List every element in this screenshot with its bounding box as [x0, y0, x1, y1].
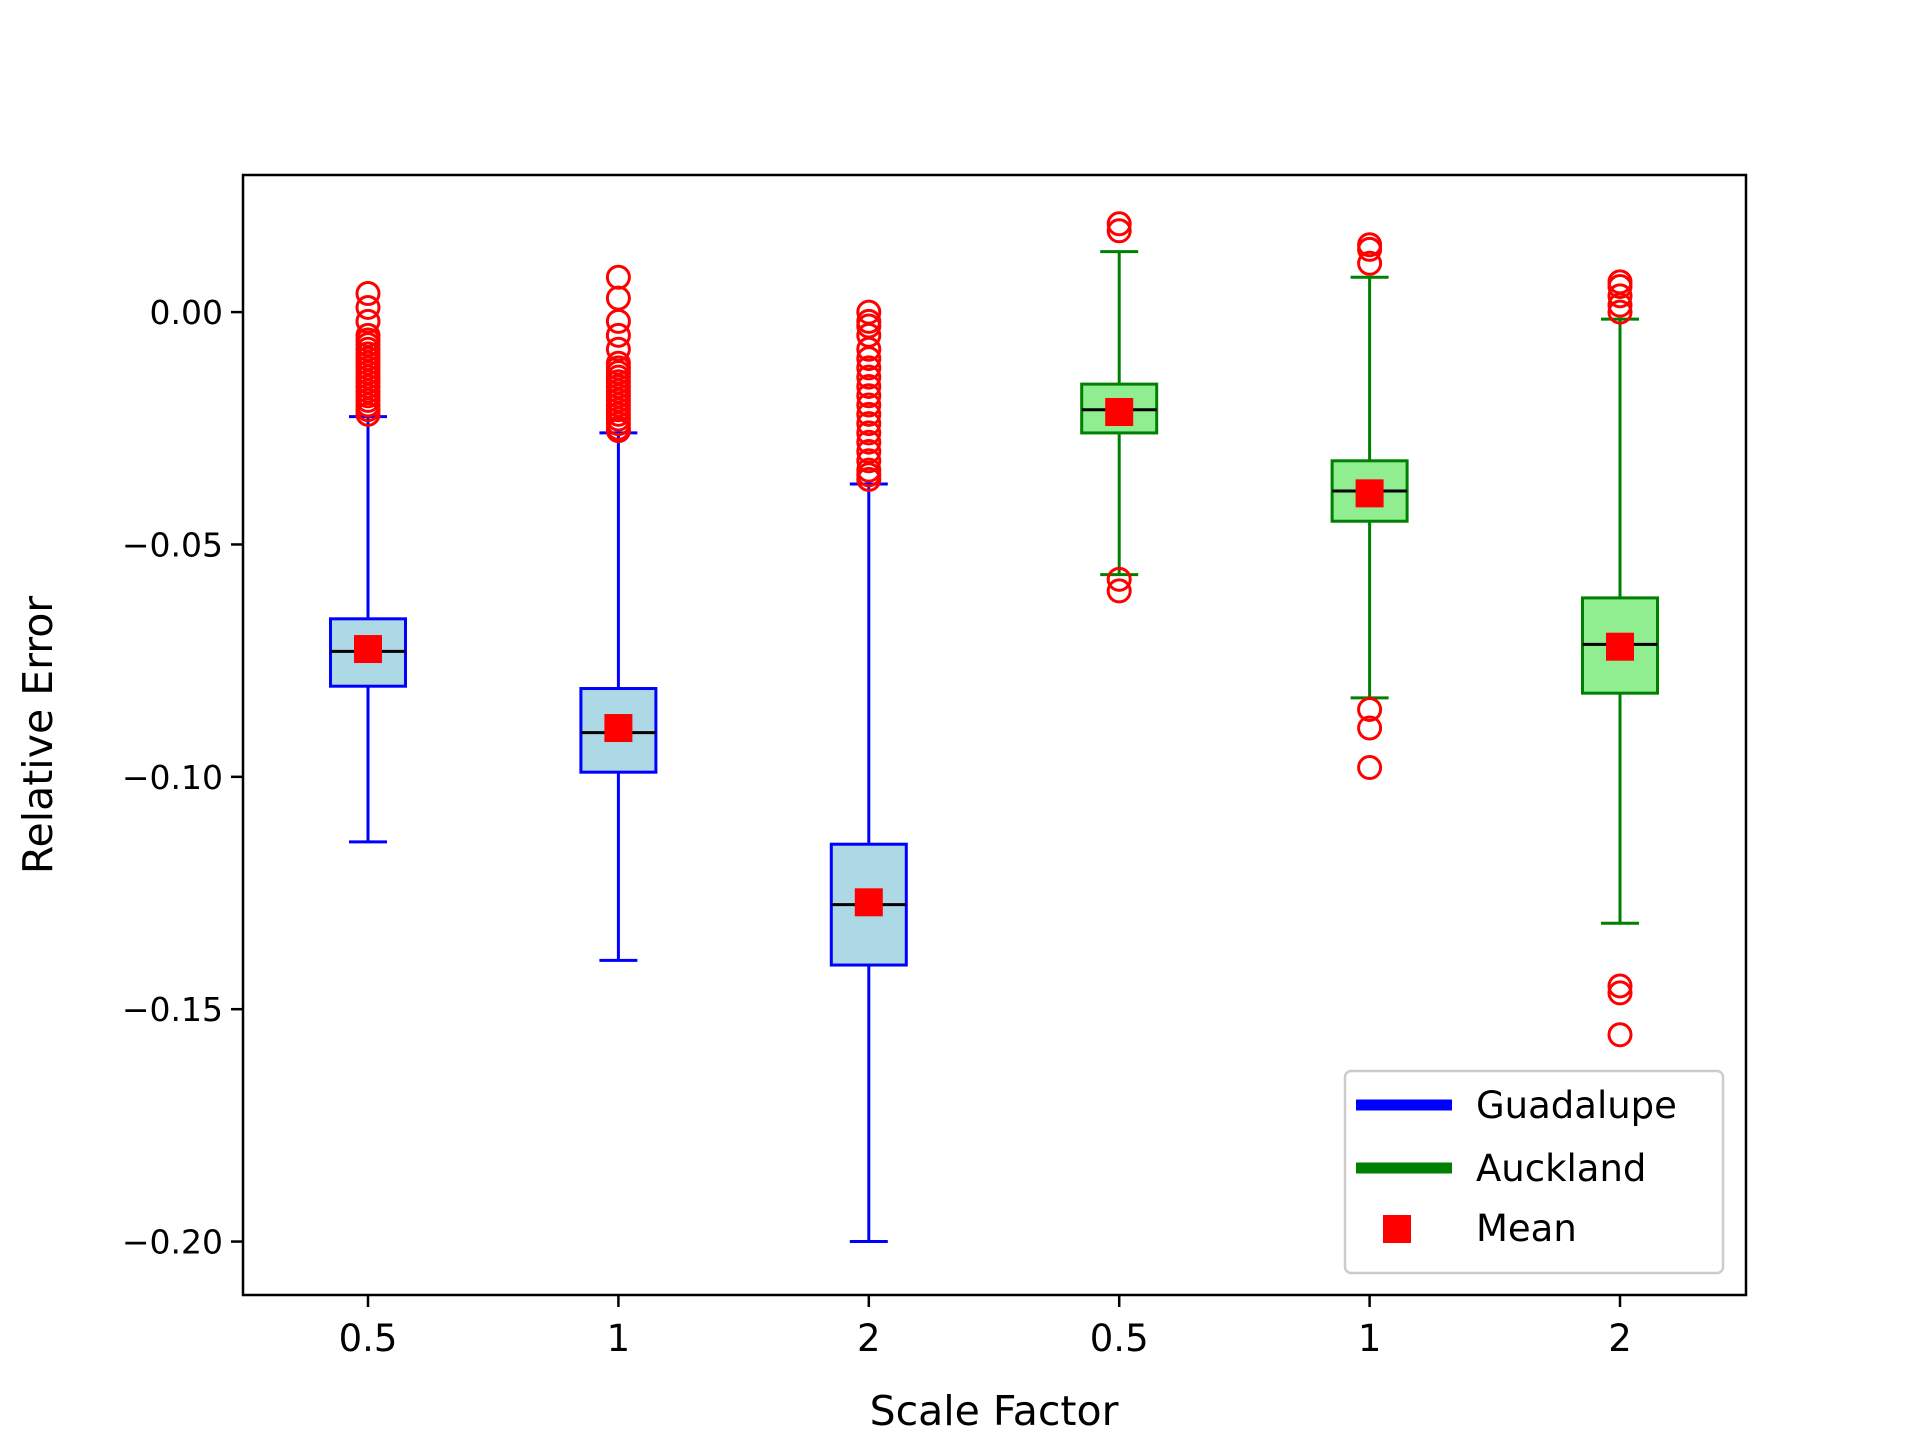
- auckland-box-0.5: [1080, 211, 1159, 604]
- outlier-point: [1357, 715, 1383, 741]
- outlier-point: [856, 411, 882, 437]
- outlier-point: [1106, 211, 1132, 237]
- outlier-point: [1607, 973, 1633, 999]
- outlier-point: [355, 294, 381, 320]
- auckland-box-2: [1581, 269, 1659, 1048]
- mean-marker: [854, 888, 883, 917]
- outlier-point: [355, 401, 381, 427]
- mean-marker: [1606, 632, 1634, 661]
- outlier-point: [856, 466, 882, 492]
- outlier-point: [355, 281, 381, 307]
- outlier-point: [856, 364, 882, 390]
- outlier-point: [1357, 696, 1383, 722]
- y-tick-label: 0.00: [150, 293, 223, 332]
- y-tick-label: −0.20: [122, 1223, 223, 1262]
- outlier-point: [1106, 218, 1132, 244]
- outlier-point: [605, 418, 631, 444]
- legend: Guadalupe Auckland Mean: [1343, 1069, 1725, 1275]
- outlier-point: [856, 420, 882, 446]
- legend-mean-label: Mean: [1476, 1207, 1577, 1250]
- plot-frame: [241, 173, 1748, 1297]
- y-tick-label: −0.05: [122, 525, 223, 564]
- outlier-point: [1607, 274, 1633, 300]
- outlier-point: [1357, 755, 1383, 781]
- legend-frame: [1343, 1069, 1725, 1275]
- auckland-box-1: [1330, 232, 1409, 781]
- outlier-point: [1106, 566, 1132, 592]
- outlier-point: [856, 373, 882, 399]
- x-tick-label: 0.5: [339, 1317, 398, 1360]
- outlier-point: [1357, 250, 1383, 276]
- outlier-point: [1357, 236, 1383, 262]
- axes-layer: 0.5 1 2 0.5 1 2 0.00 −0.05 −0.10 −0.15 −0.20: [122, 293, 1632, 1360]
- legend-guadalupe-label: Guadalupe: [1476, 1084, 1677, 1127]
- x-tick-label: 2: [857, 1317, 881, 1360]
- outlier-point: [1607, 283, 1633, 309]
- legend-auckland-label: Auckland: [1476, 1147, 1646, 1190]
- outlier-point: [856, 355, 882, 381]
- outlier-point: [1607, 292, 1633, 318]
- outlier-point: [856, 401, 882, 427]
- x-axis-title: Scale Factor: [870, 1387, 1119, 1435]
- outlier-point: [856, 383, 882, 409]
- box-layer: [329, 211, 1659, 1244]
- legend-mean-swatch: [1383, 1215, 1411, 1243]
- outlier-point: [856, 346, 882, 372]
- y-tick-label: −0.15: [122, 990, 223, 1029]
- outlier-point: [1607, 299, 1633, 325]
- outlier-point: [605, 308, 631, 334]
- guadalupe-box-1: [579, 264, 658, 962]
- outlier-point: [1106, 578, 1132, 604]
- outlier-point: [1607, 1022, 1633, 1048]
- x-tick-label: 1: [607, 1317, 631, 1360]
- mean-marker: [1355, 479, 1384, 508]
- mean-marker: [604, 714, 633, 743]
- y-axis-title: Relative Error: [14, 596, 62, 874]
- mean-marker: [1105, 398, 1134, 427]
- outlier-point: [1607, 980, 1633, 1006]
- outlier-point: [856, 448, 882, 474]
- x-tick-label: 0.5: [1090, 1317, 1149, 1360]
- outlier-point: [856, 336, 882, 362]
- outlier-point: [856, 429, 882, 455]
- outlier-point: [605, 322, 631, 348]
- x-tick-label: 1: [1358, 1317, 1382, 1360]
- mean-marker: [354, 635, 382, 664]
- y-tick-label: −0.10: [122, 758, 223, 797]
- outlier-point: [856, 392, 882, 418]
- iqr-box: [579, 687, 658, 774]
- x-tick-label: 2: [1608, 1317, 1632, 1360]
- guadalupe-box-2: [829, 299, 908, 1244]
- guadalupe-box-0.5: [329, 281, 407, 844]
